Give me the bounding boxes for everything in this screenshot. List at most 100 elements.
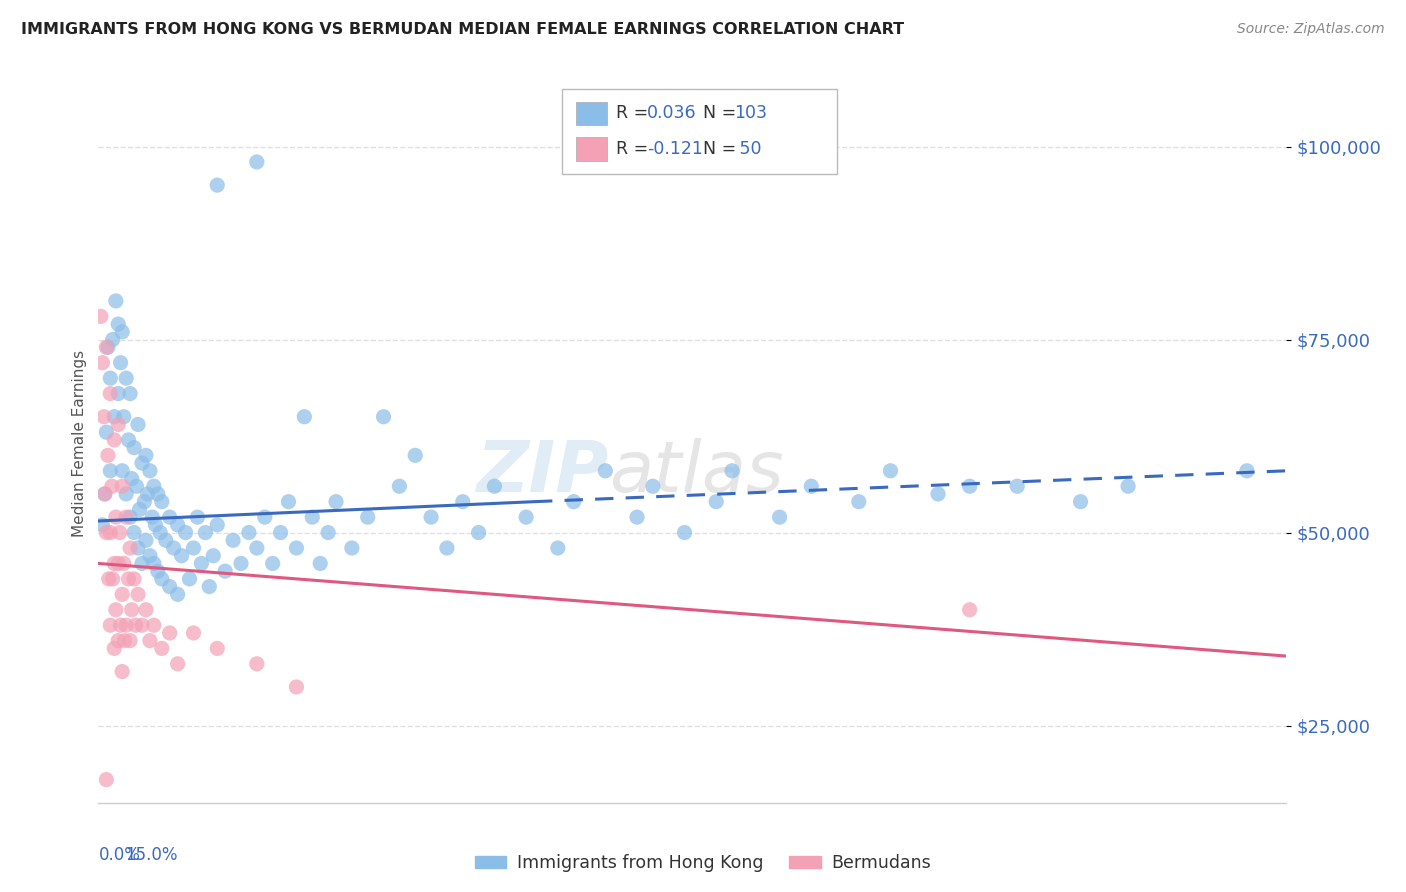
Point: [93, 409, 115, 424]
Text: N =: N =: [703, 104, 742, 122]
Point: [207, 641, 229, 656]
Point: [207, 517, 229, 532]
Point: [131, 557, 153, 571]
Text: 0.036: 0.036: [647, 104, 696, 122]
Point: [179, 572, 201, 586]
Point: [125, 479, 148, 493]
Point: [768, 510, 790, 524]
Point: [97, 572, 120, 586]
Point: [117, 572, 139, 586]
Point: [166, 517, 188, 532]
Point: [98, 525, 121, 540]
Point: [134, 494, 156, 508]
Point: [104, 293, 127, 308]
Point: [150, 572, 173, 586]
Point: [515, 510, 537, 524]
Point: [800, 479, 823, 493]
Point: [246, 541, 269, 555]
Point: [121, 471, 143, 485]
Point: [285, 680, 308, 694]
Text: N =: N =: [703, 140, 742, 158]
Point: [107, 386, 129, 401]
Point: [111, 479, 134, 493]
Point: [704, 494, 727, 508]
Point: [373, 409, 395, 424]
Point: [1116, 479, 1139, 493]
Point: [484, 479, 506, 493]
Point: [94, 487, 117, 501]
Text: atlas: atlas: [609, 438, 785, 507]
Point: [1070, 494, 1092, 508]
Point: [127, 417, 149, 432]
Point: [110, 618, 132, 632]
Point: [879, 464, 901, 478]
Point: [316, 525, 339, 540]
Point: [139, 549, 162, 563]
Point: [98, 618, 121, 632]
Point: [270, 525, 292, 540]
Point: [107, 417, 129, 432]
Point: [121, 603, 143, 617]
Text: 103: 103: [734, 104, 766, 122]
Point: [198, 580, 221, 594]
Point: [98, 464, 121, 478]
Point: [183, 541, 205, 555]
Point: [388, 479, 411, 493]
Point: [301, 510, 323, 524]
Point: [135, 603, 157, 617]
Point: [131, 456, 153, 470]
Point: [150, 494, 173, 508]
Point: [103, 557, 125, 571]
Point: [159, 580, 181, 594]
Point: [146, 487, 169, 501]
Point: [136, 487, 159, 501]
Point: [292, 409, 315, 424]
Point: [340, 541, 363, 555]
Point: [122, 441, 145, 455]
Point: [170, 549, 193, 563]
Point: [145, 517, 167, 532]
Point: [309, 557, 332, 571]
Point: [202, 549, 225, 563]
Point: [848, 494, 870, 508]
Point: [641, 479, 664, 493]
Point: [959, 603, 981, 617]
Text: 0.0%: 0.0%: [98, 846, 141, 863]
Point: [253, 510, 276, 524]
Point: [194, 525, 217, 540]
Point: [103, 641, 125, 656]
Point: [128, 502, 150, 516]
Point: [166, 657, 188, 671]
Point: [112, 557, 135, 571]
Point: [163, 541, 186, 555]
Point: [229, 557, 252, 571]
Point: [959, 479, 981, 493]
Point: [467, 525, 489, 540]
Point: [127, 541, 149, 555]
Point: [111, 665, 134, 679]
Point: [246, 155, 269, 169]
Point: [1236, 464, 1258, 478]
Point: [135, 448, 157, 462]
Point: [91, 517, 114, 532]
Point: [547, 541, 569, 555]
Point: [451, 494, 474, 508]
Point: [104, 510, 127, 524]
Point: [94, 487, 117, 501]
Point: [131, 618, 153, 632]
Point: [626, 510, 648, 524]
Point: [166, 587, 188, 601]
Point: [721, 464, 744, 478]
Text: Source: ZipAtlas.com: Source: ZipAtlas.com: [1237, 22, 1385, 37]
Point: [146, 564, 169, 578]
Point: [174, 525, 197, 540]
Point: [98, 371, 121, 385]
Point: [111, 587, 134, 601]
Point: [262, 557, 284, 571]
Point: [285, 541, 308, 555]
Point: [114, 633, 136, 648]
Point: [104, 603, 127, 617]
Text: -0.121: -0.121: [647, 140, 703, 158]
Point: [183, 626, 205, 640]
Point: [404, 448, 426, 462]
